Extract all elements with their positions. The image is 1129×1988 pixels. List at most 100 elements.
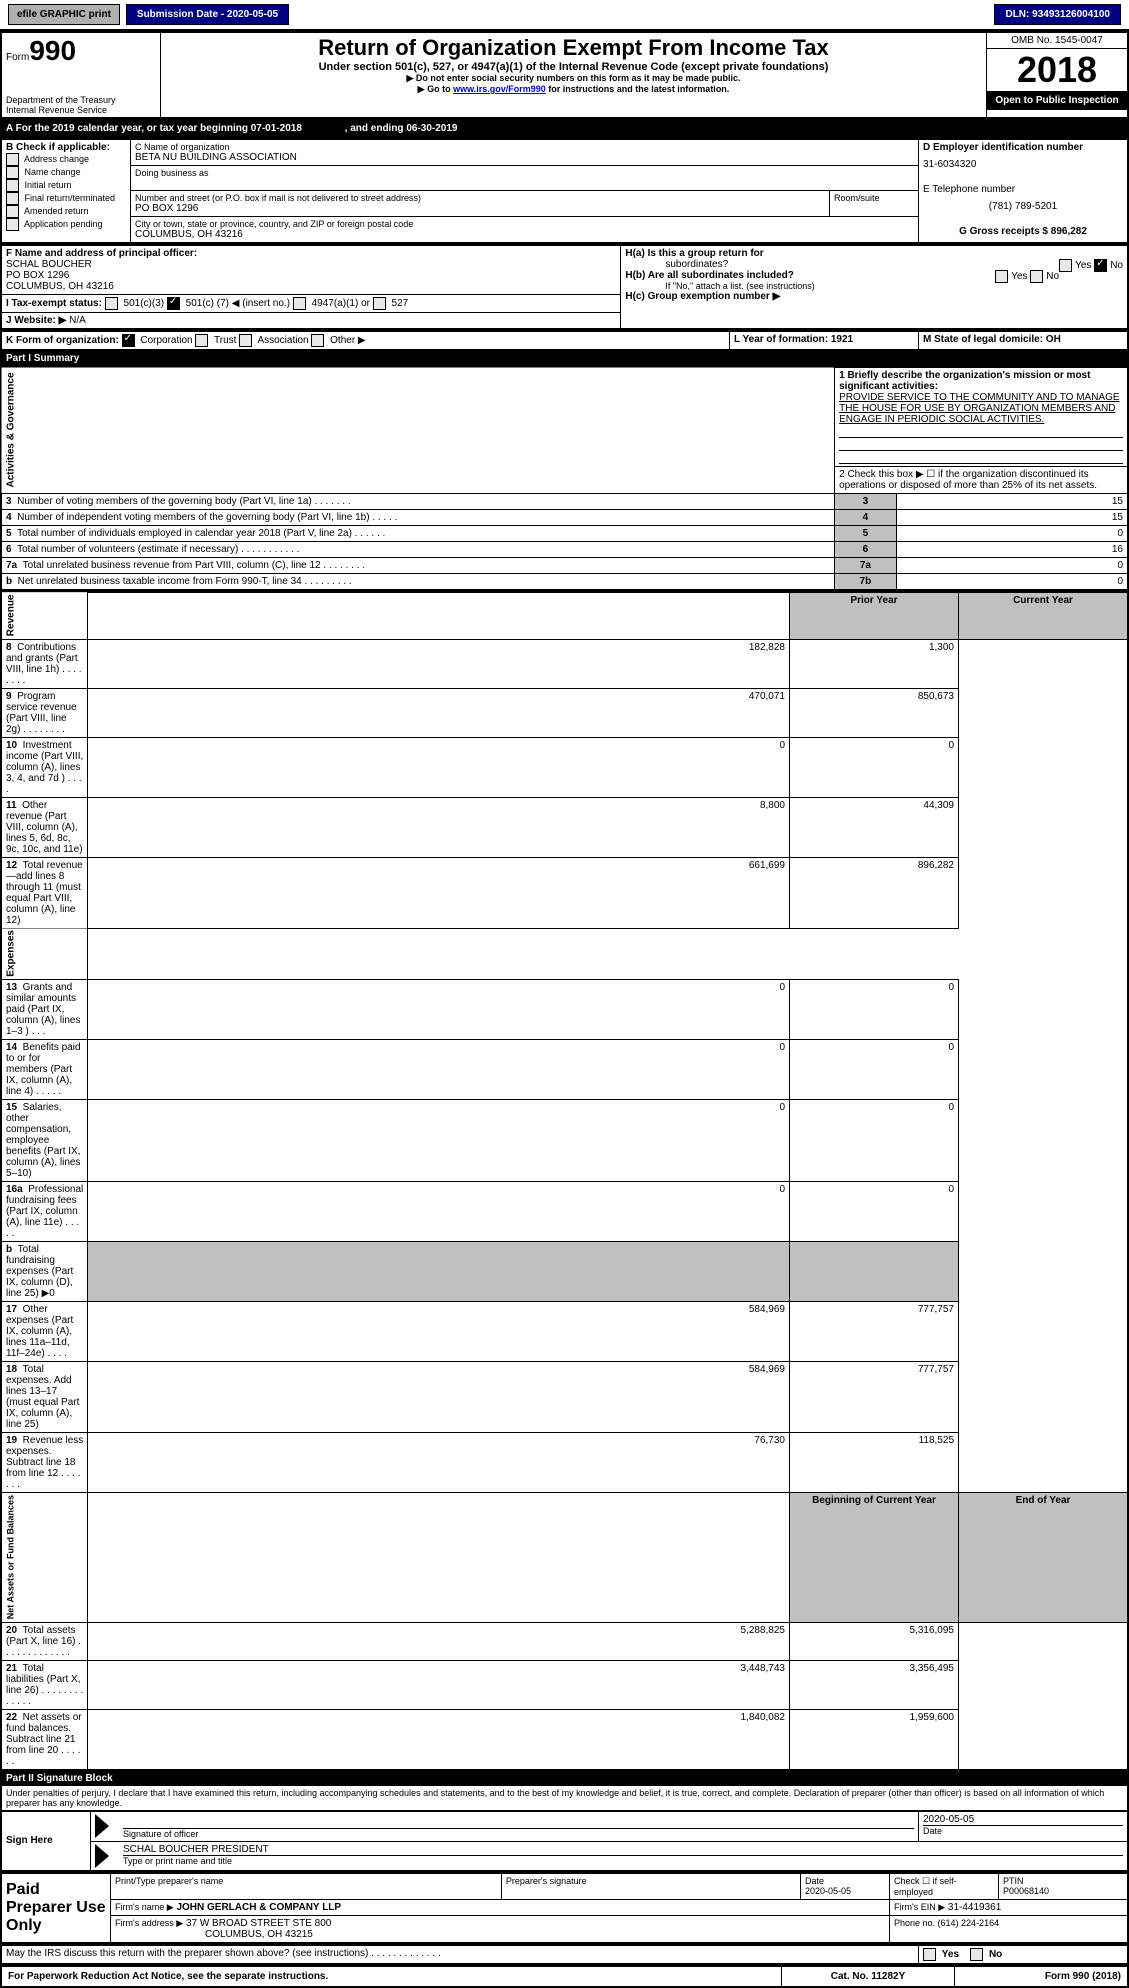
sig-officer-label: Signature of officer <box>123 1829 914 1839</box>
irs-discuss-q: May the IRS discuss this return with the… <box>1 1945 919 1964</box>
side-exp: Expenses <box>1 928 88 980</box>
line-i-label: I Tax-exempt status: <box>6 298 102 309</box>
col-begin: Beginning of Current Year <box>812 1495 936 1506</box>
fin-row: 8 Contributions and grants (Part VIII, l… <box>1 639 1128 688</box>
line-a-ending: , and ending 06-30-2019 <box>305 123 458 134</box>
dba-label: Doing business as <box>135 168 914 178</box>
officer-printed-label: Type or print name and title <box>123 1856 1123 1866</box>
fin-row: 16a Professional fundraising fees (Part … <box>1 1182 1128 1242</box>
footer-table: For Paperwork Reduction Act Notice, see … <box>0 1965 1129 1988</box>
k-corp-checkbox[interactable] <box>122 334 135 347</box>
k-corp: Corporation <box>140 335 192 346</box>
irs-label: Internal Revenue Service <box>6 105 156 115</box>
firm-addr-label: Firm's address ▶ <box>115 1918 183 1928</box>
firm-phone: Phone no. (614) 224-2164 <box>890 1915 1129 1943</box>
q1-text: PROVIDE SERVICE TO THE COMMUNITY AND TO … <box>839 392 1119 425</box>
sig-date-label: Date <box>923 1825 1123 1836</box>
line-a-table: A For the 2019 calendar year, or tax yea… <box>0 119 1129 138</box>
k-assoc-checkbox[interactable] <box>239 334 252 347</box>
form-prefix: Form <box>6 52 29 63</box>
fin-row: 12 Total revenue—add lines 8 through 11 … <box>1 857 1128 928</box>
col-prep-date-label: Date <box>805 1876 885 1886</box>
irs-yes-label: Yes <box>942 1949 959 1960</box>
goto-suffix: for instructions and the latest informat… <box>546 84 730 94</box>
box-b-checkbox[interactable] <box>6 205 19 218</box>
opt-501c-post: ) ◀ (insert no.) <box>226 298 290 309</box>
box-b-checkbox[interactable] <box>6 153 19 166</box>
footer-mid: Cat. No. 11282Y <box>782 1966 955 1987</box>
goto-prefix: ▶ Go to <box>418 84 453 94</box>
perjury-text: Under penalties of perjury, I declare th… <box>0 1786 1129 1810</box>
box-d-label: D Employer identification number <box>923 142 1083 153</box>
box-b-checkbox[interactable] <box>6 179 19 192</box>
line-m: M State of legal domicile: OH <box>923 334 1061 345</box>
box-b-checkbox[interactable] <box>6 192 19 205</box>
officer-name: SCHAL BOUCHER <box>6 259 616 270</box>
k-other-checkbox[interactable] <box>311 334 324 347</box>
line-a-text: A For the 2019 calendar year, or tax yea… <box>6 123 302 134</box>
line-klm: K Form of organization: Corporation Trus… <box>0 330 1129 351</box>
room-label: Room/suite <box>834 193 914 203</box>
col-ptin-label: PTIN <box>1003 1876 1123 1886</box>
box-b-item: Application pending <box>6 218 126 231</box>
summary-row: b Net unrelated business taxable income … <box>1 574 1128 591</box>
col-prep-date-value: 2020-05-05 <box>805 1886 885 1896</box>
box-c-name-label: C Name of organization <box>135 142 914 152</box>
sig-date-value: 2020-05-05 <box>923 1814 1123 1825</box>
omb-number: OMB No. 1545-0047 <box>987 33 1127 49</box>
k-other: Other ▶ <box>330 335 365 346</box>
officer-addr1: PO BOX 1296 <box>6 270 616 281</box>
firm-addr1: 37 W BROAD STREET STE 800 <box>186 1918 331 1929</box>
box-b-title: B Check if applicable: <box>6 142 110 153</box>
city-value: COLUMBUS, OH 43216 <box>135 229 914 240</box>
ha-no-checkbox[interactable] <box>1094 259 1107 272</box>
irs-yes-checkbox[interactable] <box>923 1948 936 1961</box>
ssn-note: ▶ Do not enter social security numbers o… <box>165 73 982 84</box>
hb-yes-checkbox[interactable] <box>995 270 1008 283</box>
box-f-label: F Name and address of principal officer: <box>6 248 197 259</box>
firm-ein-label: Firm's EIN ▶ <box>894 1902 945 1912</box>
box-b-checkbox[interactable] <box>6 218 19 231</box>
box-b-item: Address change <box>6 153 126 166</box>
irs-no-checkbox[interactable] <box>970 1948 983 1961</box>
col-self-employed: Check ☐ if self-employed <box>890 1873 999 1900</box>
ha-yes-checkbox[interactable] <box>1059 259 1072 272</box>
street-value: PO BOX 1296 <box>135 203 825 214</box>
box-b-checkbox[interactable] <box>6 166 19 179</box>
irs-link[interactable]: www.irs.gov/Form990 <box>453 84 546 94</box>
hb-no-checkbox[interactable] <box>1030 270 1043 283</box>
line-j-label: J Website: ▶ <box>6 315 66 326</box>
fin-row: 14 Benefits paid to or for members (Part… <box>1 1040 1128 1100</box>
part1-header: Part I Summary <box>0 351 1129 366</box>
phone-value: (781) 789-5201 <box>923 201 1123 212</box>
col-prior: Prior Year <box>850 595 897 606</box>
fin-row: b Total fundraising expenses (Part IX, c… <box>1 1242 1128 1302</box>
form-number: 990 <box>29 35 76 66</box>
k-trust: Trust <box>214 335 236 346</box>
k-trust-checkbox[interactable] <box>195 334 208 347</box>
col-end: End of Year <box>1016 1495 1071 1506</box>
fin-row: 11 Other revenue (Part VIII, column (A),… <box>1 797 1128 857</box>
col-current: Current Year <box>1013 595 1073 606</box>
tax-year: 2018 <box>987 49 1127 91</box>
summary-row: 6 Total number of volunteers (estimate i… <box>1 542 1128 558</box>
4947-checkbox[interactable] <box>293 297 306 310</box>
street-label: Number and street (or P.O. box if mail i… <box>135 193 825 203</box>
501c-checkbox[interactable] <box>167 297 180 310</box>
firm-name-label: Firm's name ▶ <box>115 1902 174 1912</box>
no-label: No <box>1110 260 1123 271</box>
summary-row: 4 Number of independent voting members o… <box>1 510 1128 526</box>
fin-row: 18 Total expenses. Add lines 13–17 (must… <box>1 1362 1128 1433</box>
527-checkbox[interactable] <box>373 297 386 310</box>
officer-addr2: COLUMBUS, OH 43216 <box>6 281 616 292</box>
summary-row: 5 Total number of individuals employed i… <box>1 526 1128 542</box>
paid-preparer-label: Paid Preparer Use Only <box>6 1881 106 1934</box>
ein-value: 31-6034320 <box>923 159 1123 170</box>
paid-preparer-table: Paid Preparer Use Only Print/Type prepar… <box>0 1872 1129 1944</box>
box-b-item: Name change <box>6 166 126 179</box>
fin-row: 19 Revenue less expenses. Subtract line … <box>1 1433 1128 1493</box>
col-prep-name: Print/Type preparer's name <box>111 1873 502 1900</box>
501c3-checkbox[interactable] <box>105 297 118 310</box>
summary-row: 7a Total unrelated business revenue from… <box>1 558 1128 574</box>
form-title: Return of Organization Exempt From Incom… <box>165 35 982 61</box>
